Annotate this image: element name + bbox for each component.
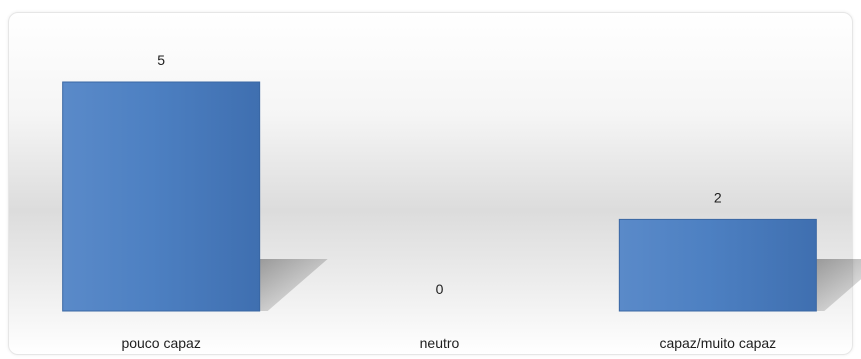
bar: [618, 218, 817, 312]
category-label: capaz/muito capaz: [659, 335, 776, 351]
category-label: pouco capaz: [121, 335, 200, 351]
data-label: 0: [436, 281, 444, 297]
bar: [62, 81, 261, 312]
category-label: neutro: [420, 335, 460, 351]
data-label: 5: [157, 52, 165, 68]
bar-shadow: [259, 259, 328, 311]
bar-shadow: [816, 259, 861, 311]
data-label: 2: [714, 189, 722, 205]
